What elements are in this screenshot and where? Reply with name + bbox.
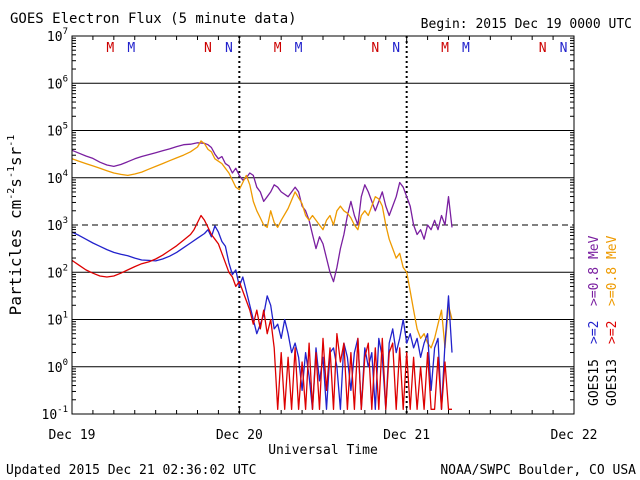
legend-entry: >=0.8 MeV xyxy=(587,235,602,306)
y-tick-label: 105 xyxy=(47,122,68,140)
y-tick-base: 10 xyxy=(42,408,58,423)
x-tick-label: Dec 22 xyxy=(551,428,598,443)
y-tick-label: 10-1 xyxy=(42,405,69,423)
axis-ticks xyxy=(71,36,575,414)
legend-entry: GOES13 xyxy=(605,359,620,406)
y-tick-base: 10 xyxy=(47,30,63,45)
mn-marker: M xyxy=(441,41,449,56)
mn-marker: M xyxy=(295,41,303,56)
series-line-3 xyxy=(71,214,452,410)
y-axis-title-exp3: -1 xyxy=(6,135,17,147)
y-tick-exponent: 7 xyxy=(63,27,68,37)
mn-marker: N xyxy=(560,41,568,56)
x-axis-title: Universal Time xyxy=(268,443,378,458)
y-tick-base: 10 xyxy=(47,361,63,376)
mn-marker: M xyxy=(274,41,282,56)
y-axis-title-mid: s xyxy=(6,178,25,188)
legend-entry: GOES15 xyxy=(587,359,602,406)
mn-marker: N xyxy=(539,41,547,56)
y-axis-title-end: sr xyxy=(6,146,25,166)
mn-marker: N xyxy=(371,41,379,56)
y-axis-title: Particles cm-2s-1sr-1 xyxy=(6,135,25,316)
y-tick-exponent: -1 xyxy=(57,405,68,415)
y-tick-label: 100 xyxy=(47,358,68,376)
series-line-2 xyxy=(71,225,453,410)
y-tick-exponent: 6 xyxy=(63,74,68,84)
credit-label: NOAA/SWPC Boulder, CO USA xyxy=(440,463,636,478)
updated-timestamp: Updated 2015 Dec 21 02:36:02 UTC xyxy=(6,463,256,478)
y-tick-label: 102 xyxy=(47,263,68,281)
y-tick-exponent: 1 xyxy=(63,311,68,321)
y-tick-exponent: 5 xyxy=(63,122,68,132)
y-tick-base: 10 xyxy=(47,77,63,92)
x-tick-label: Dec 20 xyxy=(216,428,263,443)
x-axis-tick-labels: Dec 19 Dec 20 Dec 21 Dec 22 xyxy=(49,428,598,443)
mn-marker: N xyxy=(204,41,212,56)
y-tick-exponent: 3 xyxy=(63,216,68,226)
series-line-1 xyxy=(71,140,453,349)
grid-lines xyxy=(72,82,574,368)
mn-marker: M xyxy=(127,41,135,56)
x-tick-label: Dec 21 xyxy=(383,428,430,443)
y-tick-base: 10 xyxy=(47,125,63,140)
legend-entry: >=2 xyxy=(605,321,620,344)
y-tick-exponent: 2 xyxy=(63,263,68,273)
legend-entry: >=2 xyxy=(587,321,602,344)
mn-marker: N xyxy=(225,41,233,56)
y-tick-base: 10 xyxy=(47,266,63,281)
chart-title: GOES Electron Flux (5 minute data) xyxy=(10,11,297,27)
begin-label: Begin: 2015 Dec 19 0000 UTC xyxy=(421,17,632,32)
y-axis-title-exp2: -1 xyxy=(6,166,17,178)
y-axis-title-exp1: -2 xyxy=(6,188,17,200)
mn-marker: M xyxy=(462,41,470,56)
day-markers xyxy=(238,36,408,414)
series-line-0 xyxy=(71,142,453,283)
y-tick-label: 103 xyxy=(47,216,68,234)
y-tick-label: 106 xyxy=(47,74,68,92)
y-tick-base: 10 xyxy=(47,219,63,234)
mn-marker: N xyxy=(392,41,400,56)
y-tick-label: 104 xyxy=(47,169,68,187)
y-tick-base: 10 xyxy=(47,314,63,329)
legend-entry: >=0.8 MeV xyxy=(605,235,620,306)
y-tick-label: 101 xyxy=(47,311,68,329)
mn-marker: M xyxy=(106,41,114,56)
y-tick-base: 10 xyxy=(47,172,63,187)
y-tick-exponent: 0 xyxy=(63,358,68,368)
data-series xyxy=(71,140,453,410)
y-tick-label: 107 xyxy=(47,27,68,45)
y-axis-title-base: Particles cm xyxy=(6,200,25,316)
x-tick-label: Dec 19 xyxy=(49,428,96,443)
y-tick-exponent: 4 xyxy=(63,169,68,179)
